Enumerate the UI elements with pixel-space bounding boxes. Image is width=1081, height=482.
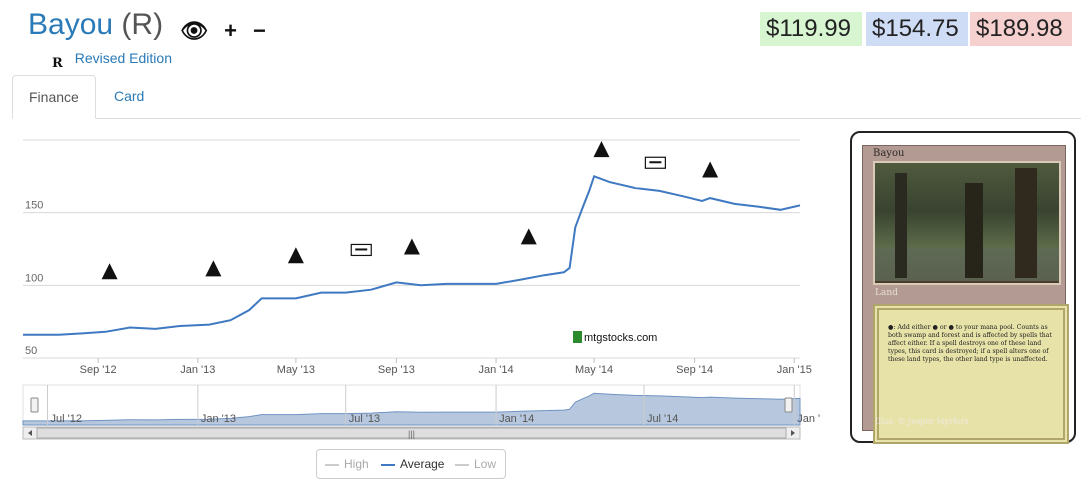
card-artwork bbox=[873, 161, 1061, 285]
navigator-handle-left[interactable] bbox=[30, 397, 39, 413]
legend-item-average[interactable]: Average bbox=[381, 457, 444, 471]
set-symbol-icon bbox=[403, 238, 420, 255]
tree-trunk bbox=[1015, 168, 1037, 278]
x-tick-label: Sep '14 bbox=[676, 364, 713, 376]
chart-legend: High Average Low bbox=[316, 449, 506, 479]
legend-line-average bbox=[381, 463, 395, 466]
tab-bar: Finance Card bbox=[12, 75, 1081, 119]
set-row: R Revised Edition bbox=[52, 50, 172, 71]
scroll-right-arrow-icon[interactable] bbox=[791, 430, 795, 436]
x-tick-label: Jan '15 bbox=[777, 364, 812, 376]
plus-icon[interactable]: + bbox=[224, 18, 237, 43]
card-type-line: Land bbox=[875, 288, 898, 298]
legend-label-average: Average bbox=[400, 457, 445, 471]
legend-item-high[interactable]: High bbox=[325, 457, 369, 471]
card-rarity: (R) bbox=[121, 8, 164, 41]
x-tick-label: Jan '14 bbox=[478, 364, 513, 376]
legend-label-low: Low bbox=[474, 457, 497, 471]
navigator-handle-right[interactable] bbox=[784, 397, 793, 413]
set-symbol-icon bbox=[702, 161, 719, 178]
navigator-tick-label: Jul '14 bbox=[647, 413, 678, 425]
navigator-tick-label: Jul '13 bbox=[349, 413, 380, 425]
price-average: $154.75 bbox=[866, 12, 968, 46]
set-symbol-icon bbox=[593, 141, 610, 158]
card-name: Bayou bbox=[28, 8, 114, 41]
card-illustrator: Illus. © Jesper Myrfors bbox=[875, 417, 969, 426]
navigator-tick-label: Jan '13 bbox=[201, 413, 236, 425]
x-tick-label: Sep '13 bbox=[378, 364, 415, 376]
y-tick-label: 50 bbox=[25, 345, 37, 357]
set-name-link[interactable]: Revised Edition bbox=[74, 50, 172, 66]
x-tick-label: May '13 bbox=[277, 364, 315, 376]
minus-icon[interactable]: − bbox=[253, 18, 266, 43]
legend-line-low bbox=[455, 463, 469, 466]
scrollbar-thumb[interactable] bbox=[36, 427, 787, 439]
y-tick-label: 100 bbox=[25, 272, 43, 284]
card-image-title: Bayou bbox=[873, 148, 905, 159]
set-symbol-icon bbox=[520, 228, 537, 245]
watermark-text: mtgstocks.com bbox=[584, 332, 658, 344]
price-low: $119.99 bbox=[760, 12, 862, 46]
eye-slash-icon[interactable]: 👁︎ bbox=[180, 18, 208, 43]
x-tick-label: May '14 bbox=[575, 364, 613, 376]
watermark: mtgstocks.com bbox=[573, 331, 657, 344]
price-high: $189.98 bbox=[970, 12, 1072, 46]
navigator-tick-label: Jan '15 bbox=[797, 413, 820, 425]
card-image: Bayou Land ●: Add either ● or ● to your … bbox=[862, 145, 1069, 444]
series-line-average bbox=[23, 175, 801, 336]
legend-label-high: High bbox=[344, 457, 369, 471]
card-title: Bayou (R) bbox=[28, 8, 163, 42]
legend-item-low[interactable]: Low bbox=[455, 457, 496, 471]
navigator-tick-label: Jan '14 bbox=[499, 413, 534, 425]
scroll-left-arrow-icon[interactable] bbox=[28, 430, 32, 436]
set-symbol-icon bbox=[101, 263, 118, 280]
scrollbar-grip-icon: ||| bbox=[408, 429, 415, 439]
y-tick-label: 150 bbox=[25, 200, 43, 212]
card-image-frame: Bayou Land ●: Add either ● or ● to your … bbox=[850, 131, 1076, 444]
tab-finance[interactable]: Finance bbox=[12, 75, 96, 119]
tree-trunk bbox=[895, 173, 907, 278]
set-symbol-icon bbox=[205, 260, 222, 277]
title-actions: 👁︎ + − bbox=[180, 18, 276, 44]
set-symbol-icon: R bbox=[52, 56, 63, 71]
navigator-tick-label: Jul '12 bbox=[51, 413, 82, 425]
price-chart: 50 100 150 Sep '12 Jan '13 May '13 Sep '13 Jan … bbox=[22, 139, 820, 440]
set-symbol-icon bbox=[287, 247, 304, 264]
tree-trunk bbox=[965, 183, 983, 278]
legend-line-high bbox=[325, 463, 339, 466]
x-tick-label: Jan '13 bbox=[180, 364, 215, 376]
x-tick-label: Sep '12 bbox=[80, 364, 117, 376]
tab-card[interactable]: Card bbox=[114, 88, 145, 104]
card-rules-text: ●: Add either ● or ● to your mana pool. … bbox=[873, 304, 1069, 444]
mtgstocks-logo-icon bbox=[573, 331, 582, 343]
